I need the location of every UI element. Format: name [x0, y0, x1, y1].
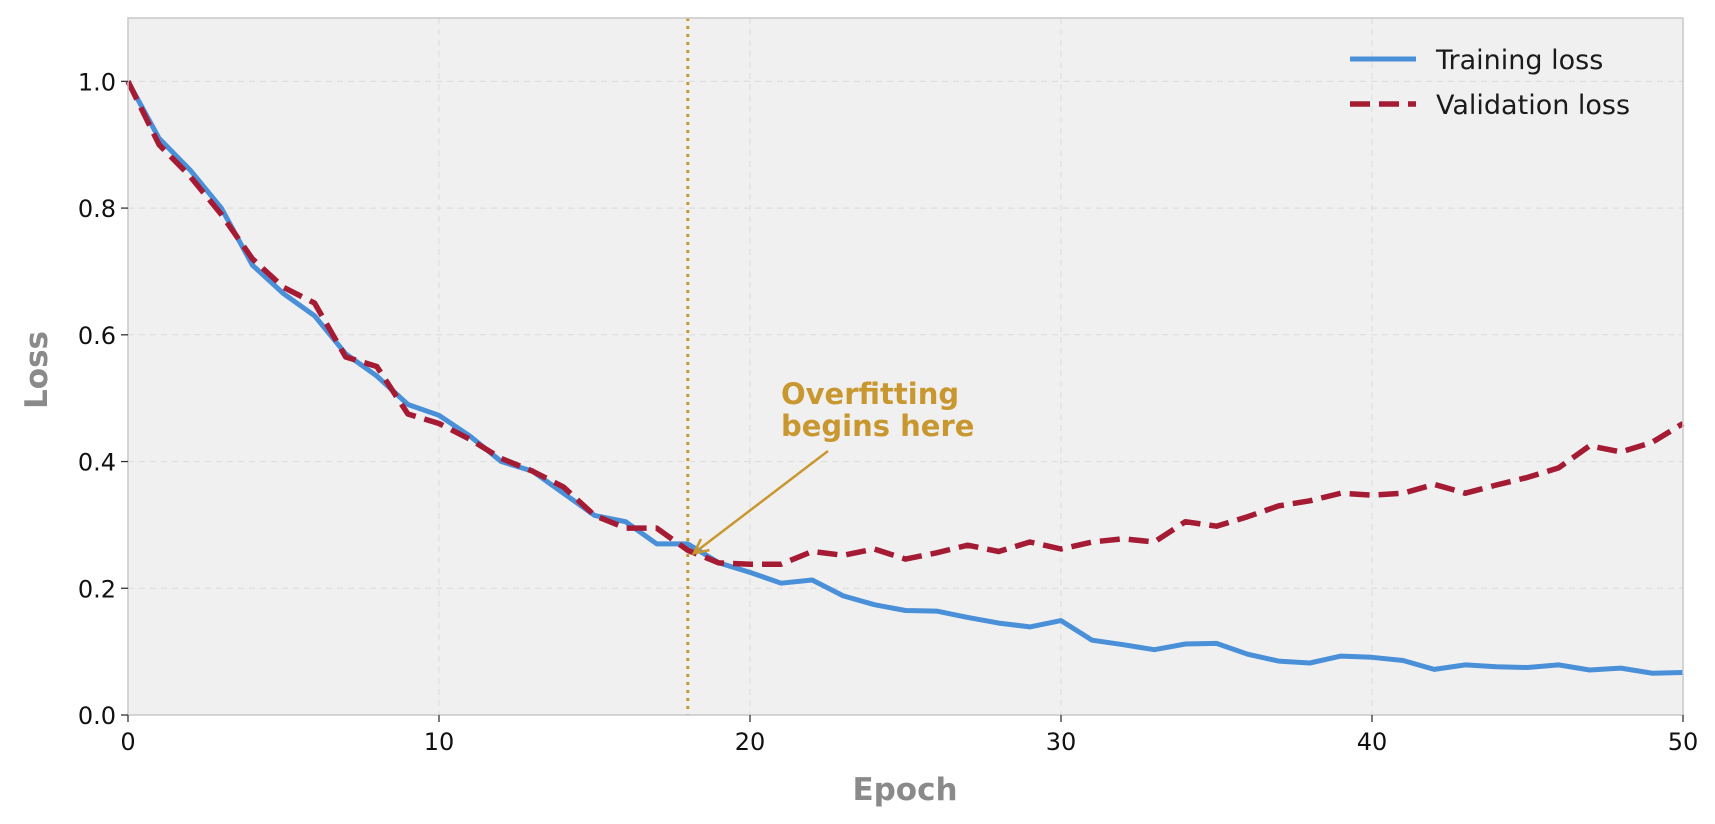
y-tick-label: 0.8: [78, 195, 116, 223]
x-tick-label: 10: [424, 728, 455, 756]
validation-loss-line: [125, 80, 1685, 567]
plot-frame: [127, 17, 1684, 716]
overfitting-annotation: Overfitting begins here: [691, 377, 974, 556]
y-tick-label: 0.4: [78, 449, 116, 477]
y-tick-label: 1.0: [78, 68, 116, 96]
y-tick-label: 0.0: [78, 702, 116, 730]
legend-label-training: Training loss: [1435, 45, 1603, 76]
annotation-line-1: Overfitting: [781, 377, 959, 411]
x-tick-label: 0: [120, 728, 135, 756]
x-tick-label: 50: [1668, 728, 1699, 756]
tick-layer: 0 10 20 30 40 50 0.0 0.2 0.4 0.6 0.8 1.0: [78, 68, 1698, 756]
x-axis-title: Epoch: [852, 772, 957, 808]
x-tick-label: 30: [1046, 728, 1077, 756]
y-tick-label: 0.2: [78, 575, 116, 603]
series-layer: [125, 80, 1685, 676]
annotation-arrow-head: [691, 538, 710, 556]
y-tick-label: 0.6: [78, 322, 116, 350]
annotation-arrow-line: [693, 450, 829, 555]
legend-label-validation: Validation loss: [1436, 90, 1630, 121]
plot-background: [128, 18, 1683, 715]
annotation-line-2: begins here: [781, 409, 974, 443]
x-tick-label: 40: [1357, 728, 1388, 756]
y-axis-title: Loss: [19, 331, 55, 409]
x-tick-label: 20: [735, 728, 766, 756]
legend: Training loss Validation loss: [1350, 45, 1630, 121]
